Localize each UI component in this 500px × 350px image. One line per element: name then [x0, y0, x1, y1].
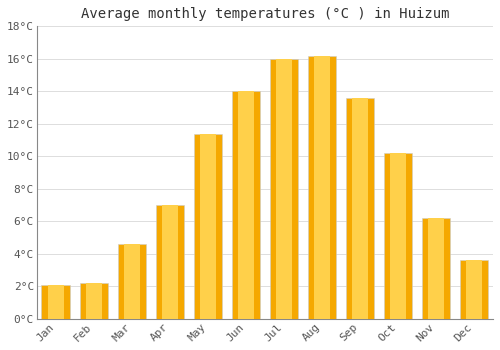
Bar [460, 260, 488, 319]
Bar [80, 283, 108, 319]
Bar [42, 285, 70, 319]
Bar [390, 153, 406, 319]
Bar [422, 218, 450, 319]
Bar [428, 218, 444, 319]
Bar [308, 56, 336, 319]
Bar [86, 283, 102, 319]
Bar [276, 59, 291, 319]
Bar [466, 260, 482, 319]
Bar [238, 91, 254, 319]
Bar [118, 244, 146, 319]
Bar [384, 153, 412, 319]
Bar [200, 134, 216, 319]
Bar [48, 285, 64, 319]
Bar [346, 98, 374, 319]
Bar [124, 244, 140, 319]
Bar [270, 59, 298, 319]
Bar [156, 205, 184, 319]
Bar [314, 56, 330, 319]
Bar [194, 134, 222, 319]
Bar [232, 91, 260, 319]
Title: Average monthly temperatures (°C ) in Huizum: Average monthly temperatures (°C ) in Hu… [80, 7, 449, 21]
Bar [162, 205, 178, 319]
Bar [352, 98, 368, 319]
